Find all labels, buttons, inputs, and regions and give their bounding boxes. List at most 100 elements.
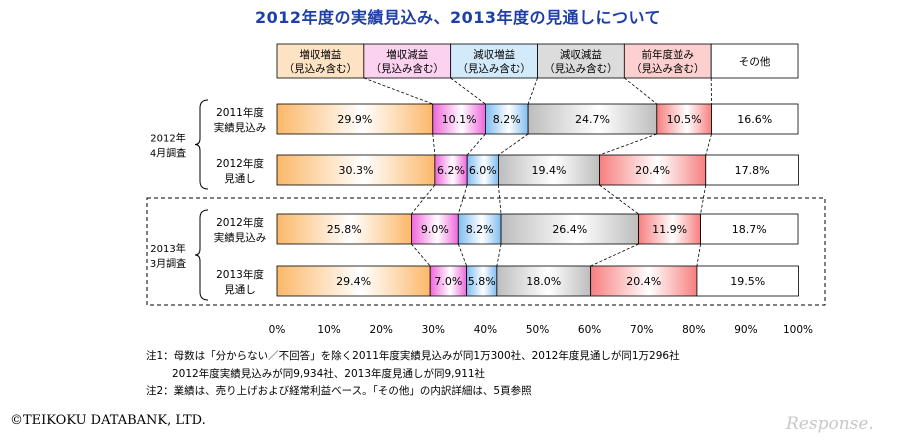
- group-bracket-2: [194, 209, 209, 301]
- bar-value-label-r2-s1: 30.3%: [338, 164, 373, 177]
- legend-sublabel-1: （見込み含む）: [284, 62, 358, 75]
- connector-line-4-1: [411, 243, 431, 267]
- copyright-text: ©TEIKOKU DATABANK, LTD.: [10, 413, 206, 428]
- row-label-1-line2: 実績見込み: [214, 121, 267, 134]
- x-tick-label-1: 0%: [269, 324, 286, 336]
- legend-label-6: その他: [739, 55, 771, 68]
- bar-segment-r1-s2: [432, 103, 486, 135]
- chart-title: 2012年度の実績見込み、2013年度の見通しについて: [254, 8, 662, 27]
- group-label-1-line2: 4月調査: [150, 147, 186, 160]
- bar-segment-r2-s2: [434, 154, 468, 186]
- bar-value-label-r1-s5: 10.5%: [667, 113, 702, 126]
- x-tick-label-3: 20%: [370, 324, 393, 336]
- legend-sublabel-5: （見込み含む）: [631, 62, 705, 75]
- legend-sublabel-2: （見込み含む）: [371, 62, 445, 75]
- bar-value-label-r2-s4: 19.4%: [531, 164, 566, 177]
- connector-line-4-5: [696, 243, 701, 267]
- x-tick-label-4: 30%: [422, 324, 445, 336]
- row-label-4-line1: 2013年度: [216, 268, 264, 281]
- connector-line-1-4: [624, 77, 658, 105]
- bar-segment-r2-s5: [599, 154, 707, 186]
- legend-sublabel-3: （見込み含む）: [457, 62, 531, 75]
- connector-line-2-1: [432, 133, 436, 156]
- x-tick-label-5: 40%: [474, 324, 497, 336]
- row-label-3-line2: 実績見込み: [214, 231, 267, 244]
- connector-line-1-1: [363, 77, 433, 105]
- x-tick-label-8: 70%: [630, 324, 653, 336]
- x-tick-label-11: 100%: [783, 324, 813, 336]
- legend-box-2: [363, 43, 452, 79]
- bar-value-label-r4-s3: 5.8%: [468, 275, 496, 288]
- group-label-1-line1: 2012年: [150, 132, 185, 145]
- legend-box-4: [537, 43, 625, 79]
- bar-segment-r3-s3: [457, 213, 502, 245]
- x-tick-label-6: 50%: [526, 324, 549, 336]
- connector-line-1-3: [527, 77, 538, 105]
- row-label-2-line1: 2012年度: [216, 157, 264, 170]
- bar-segment-r1-s4: [527, 103, 658, 135]
- bar-segment-r4-s3: [466, 265, 498, 297]
- bar-value-label-r4-s4: 18.0%: [526, 275, 561, 288]
- connector-line-4-4: [590, 243, 639, 267]
- bar-value-label-r2-s2: 6.2%: [437, 164, 465, 177]
- connector-line-2-3: [498, 133, 529, 156]
- bar-value-label-r3-s4: 26.4%: [552, 223, 587, 236]
- bar-segment-r4-s6: [696, 265, 799, 297]
- connector-line-3-3: [498, 184, 502, 215]
- legend-label-1: 増収増益: [299, 48, 341, 61]
- bar-value-label-r4-s5: 20.4%: [626, 275, 661, 288]
- highlight-frame-2: [146, 197, 826, 306]
- connector-line-3-1: [411, 184, 436, 215]
- bar-value-label-r1-s4: 24.7%: [575, 113, 610, 126]
- legend-label-3: 減収増益: [473, 48, 515, 61]
- bar-value-label-r1-s6: 16.6%: [737, 113, 772, 126]
- bar-segment-r1-s3: [484, 103, 529, 135]
- note-2: 注2：業績は、売り上げおよび経常利益ベース。「その他」の内訳詳細は、5頁参照: [146, 385, 532, 397]
- bar-segment-r4-s5: [590, 265, 698, 297]
- legend-box-6: [710, 43, 799, 79]
- bar-segment-r1-s6: [711, 103, 799, 135]
- legend-box-3: [450, 43, 538, 79]
- x-tick-label-10: 90%: [734, 324, 757, 336]
- bar-segment-r2-s1: [276, 154, 436, 186]
- bar-value-label-r1-s1: 29.9%: [337, 113, 372, 126]
- note-1: 注1：母数は「分からない／不回答」を除く2011年度実績見込みが同1万300社、…: [146, 350, 680, 362]
- bar-segment-r3-s2: [411, 213, 459, 245]
- bar-value-label-r4-s6: 19.5%: [730, 275, 765, 288]
- response-logo: Response.: [786, 414, 874, 434]
- bar-value-label-r3-s5: 11.9%: [652, 223, 687, 236]
- bar-segment-r3-s5: [638, 213, 701, 245]
- bar-value-label-r3-s3: 8.2%: [466, 223, 494, 236]
- connector-line-4-3: [496, 243, 502, 267]
- connector-line-2-2: [466, 133, 486, 156]
- group-bracket-1: [194, 99, 209, 190]
- row-label-1-line1: 2011年度: [216, 106, 264, 119]
- bar-value-label-r1-s3: 8.2%: [493, 113, 521, 126]
- bar-value-label-r3-s6: 18.7%: [732, 223, 767, 236]
- x-tick-label-9: 80%: [682, 324, 705, 336]
- legend-box-5: [623, 43, 712, 79]
- group-label-2-line2: 3月調査: [150, 257, 186, 270]
- connector-line-2-4: [599, 133, 657, 156]
- row-label-4-line2: 見通し: [224, 284, 256, 296]
- note-1-continued: 2012年度実績見込みが同9,934社、2013年度見通しが同9,911社: [172, 368, 486, 380]
- connector-line-3-5: [700, 184, 707, 215]
- connector-line-1-2: [450, 77, 486, 105]
- group-label-2-line1: 2013年: [150, 242, 185, 255]
- connector-line-2-5: [705, 133, 712, 156]
- row-label-2-line2: 見通し: [224, 173, 256, 185]
- bar-value-label-r2-s5: 20.4%: [635, 164, 670, 177]
- legend-label-4: 減収減益: [560, 48, 602, 61]
- legend-label-2: 増収減益: [386, 48, 428, 61]
- row-label-3-line1: 2012年度: [216, 216, 264, 229]
- bar-value-label-r4-s1: 29.4%: [336, 275, 371, 288]
- connector-line-3-2: [457, 184, 468, 215]
- legend-label-5: 前年度並み: [642, 48, 695, 61]
- bar-segment-r2-s6: [705, 154, 799, 186]
- x-tick-label-7: 60%: [578, 324, 601, 336]
- bar-value-label-r1-s2: 10.1%: [442, 113, 477, 126]
- bar-value-label-r3-s2: 9.0%: [421, 223, 449, 236]
- bar-segment-r3-s6: [700, 213, 799, 245]
- connector-line-4-2: [457, 243, 468, 267]
- bar-value-label-r2-s3: 6.0%: [469, 164, 497, 177]
